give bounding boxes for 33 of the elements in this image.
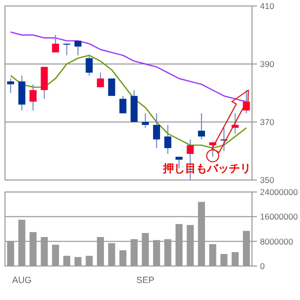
- y-tick-label: 370: [260, 117, 274, 127]
- candlestick: [153, 112, 160, 149]
- bar: [232, 252, 239, 266]
- bar: [63, 256, 70, 266]
- bar: [209, 244, 216, 266]
- candlestick: [164, 124, 172, 154]
- y-tick-label: 390: [260, 59, 274, 69]
- bar: [119, 250, 126, 266]
- candlestick: [7, 78, 14, 94]
- candlestick: [18, 75, 26, 111]
- bar: [52, 244, 60, 266]
- candlestick: [63, 43, 70, 56]
- candlestick: [96, 72, 104, 88]
- y-tick-label: 8000000: [260, 236, 294, 246]
- bar: [86, 256, 93, 266]
- y-tick-label: 0: [260, 261, 265, 271]
- bar: [220, 254, 228, 266]
- y-tick-label: 410: [260, 1, 274, 11]
- y-tick-label: 24000000: [260, 187, 298, 197]
- x-tick-label: SEP: [136, 275, 154, 285]
- y-tick-label: 350: [260, 175, 274, 185]
- candlestick: [52, 34, 60, 53]
- candlestick: [142, 112, 149, 128]
- candlestick: [86, 54, 93, 76]
- bar: [74, 257, 82, 266]
- candlestick: [74, 40, 82, 56]
- x-tick-label: AUG: [12, 275, 32, 285]
- candlestick: [108, 78, 116, 96]
- y-tick-label: 16000000: [260, 212, 298, 222]
- candlestick: [119, 95, 126, 114]
- candlestick: [30, 84, 37, 111]
- candlestick: [40, 66, 48, 100]
- candlestick: [198, 112, 205, 140]
